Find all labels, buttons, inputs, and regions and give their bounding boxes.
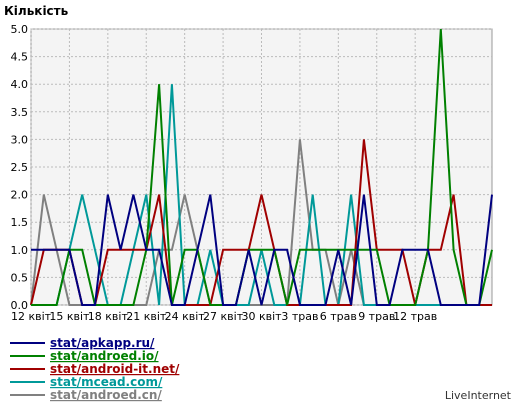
x-tick-label: 24 квіт: [165, 310, 206, 323]
grid: [30, 28, 492, 306]
legend-label: stat/android-it.net/: [50, 362, 180, 376]
brand-label: LiveInternet: [445, 389, 512, 402]
y-tick-label: 4.5: [11, 51, 29, 64]
y-axis-title: Кількість: [4, 4, 69, 18]
x-tick-label: 21 квіт: [126, 310, 167, 323]
x-tick-label: 15 квіт: [49, 310, 90, 323]
x-tick-label: 18 квіт: [88, 310, 129, 323]
x-tick-label: 12 трав: [393, 310, 437, 323]
legend: stat/apkapp.ru/stat/androed.io/stat/andr…: [10, 336, 180, 402]
y-tick-label: 2.5: [11, 161, 29, 174]
x-tick-label: 27 квіт: [203, 310, 244, 323]
x-tick-label: 9 трав: [358, 310, 395, 323]
y-tick-label: 3.0: [11, 133, 29, 146]
y-axis-ticks: 0.0 0.5 1.0 1.5 2.0 2.5 3.0 3.5 4.0 4.5 5.0: [11, 23, 29, 312]
series-line-stat-apkapp-ru: [31, 194, 493, 306]
x-tick-label: 3 трав: [281, 310, 318, 323]
y-tick-label: 1.0: [11, 244, 29, 257]
series-line-stat-androed-io: [31, 28, 493, 306]
y-tick-label: 0.0: [11, 299, 29, 312]
series-lines: [30, 28, 493, 306]
y-tick-label: 5.0: [11, 23, 29, 36]
x-tick-label: 12 квіт: [11, 310, 52, 323]
y-tick-label: 4.0: [11, 78, 29, 91]
legend-label: stat/apkapp.ru/: [50, 336, 155, 350]
x-tick-label: 6 трав: [320, 310, 357, 323]
y-tick-label: 1.5: [11, 216, 29, 229]
x-tick-label: 30 квіт: [241, 310, 282, 323]
legend-label: stat/androed.cn/: [50, 388, 162, 402]
legend-label: stat/androed.io/: [50, 349, 159, 363]
y-tick-label: 3.5: [11, 106, 29, 119]
y-tick-label: 2.0: [11, 189, 29, 202]
legend-label: stat/mcead.com/: [50, 375, 163, 389]
y-tick-label: 0.5: [11, 271, 29, 284]
